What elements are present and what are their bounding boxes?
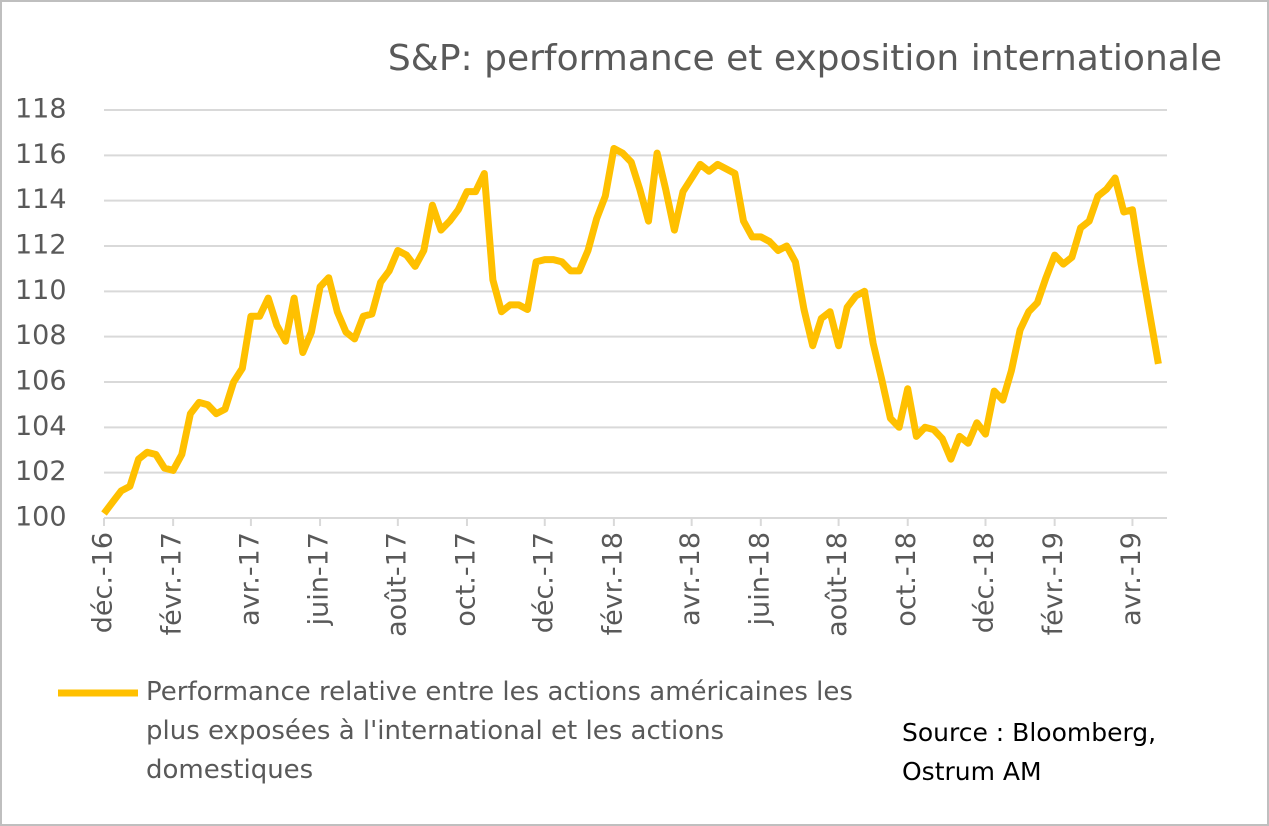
y-tick-label: 100: [15, 502, 67, 533]
x-tick-label: févr.-17: [157, 532, 188, 635]
y-tick-label: 110: [15, 275, 67, 306]
x-tick-label: juin-17: [304, 532, 335, 626]
x-tick-label: août-18: [822, 532, 853, 637]
x-tick-label: avr.-19: [1116, 532, 1147, 626]
x-tick-label: déc.-18: [969, 532, 1000, 633]
x-tick-label: oct.-17: [450, 532, 481, 627]
y-tick-label: 106: [15, 366, 67, 397]
chart-title: S&P: performance et exposition internati…: [388, 38, 1222, 79]
x-tick-label: août-17: [381, 532, 412, 637]
x-tick-label: déc.-16: [88, 532, 119, 633]
y-tick-label: 114: [15, 184, 67, 215]
y-tick-label: 108: [15, 320, 67, 351]
x-tick-label: oct.-18: [891, 532, 922, 627]
x-tick-label: avr.-18: [675, 532, 706, 626]
legend-label: Performance relative entre les actions a…: [146, 677, 853, 785]
x-tick-label: déc.-17: [528, 532, 559, 633]
data-line: [101, 145, 1162, 516]
x-tick-label: févr.-18: [597, 532, 628, 635]
y-tick-label: 116: [15, 139, 67, 170]
y-tick-label: 102: [15, 456, 67, 487]
source: Source : Bloomberg, Ostrum AM: [902, 718, 1157, 786]
x-tick-label: févr.-19: [1038, 532, 1069, 635]
x-tick-label: juin-18: [744, 532, 775, 626]
x-tick-label: avr.-17: [234, 532, 265, 626]
y-tick-label: 118: [15, 94, 67, 125]
y-tick-label: 112: [15, 230, 67, 261]
y-tick-label: 104: [15, 411, 67, 442]
